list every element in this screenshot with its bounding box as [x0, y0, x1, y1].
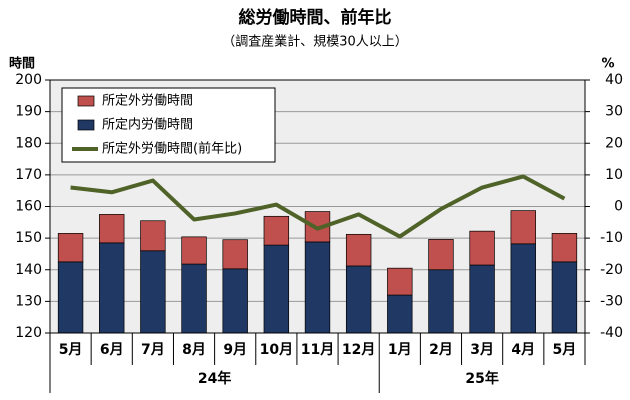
- bar-segment: [345, 233, 372, 267]
- x-tick-label: 9月: [223, 342, 247, 358]
- bar-segment: [140, 220, 166, 252]
- bar-segment: [469, 264, 495, 334]
- bar-segment: [263, 244, 290, 334]
- y2-tick-label: 20: [605, 135, 623, 151]
- bar-segment: [222, 239, 248, 270]
- bar-segment: [181, 263, 207, 334]
- plot-frame: [49, 79, 586, 334]
- y-tick-label: 170: [15, 167, 42, 183]
- y-tick-label: 180: [15, 135, 42, 151]
- bar-segment: [57, 233, 84, 263]
- y-tick-label: 150: [15, 230, 42, 246]
- x-group-label: 25年: [465, 370, 498, 387]
- bar-segment: [551, 261, 578, 334]
- y2-axis-label: %: [601, 57, 614, 72]
- y2-tick-label: -10: [600, 230, 623, 246]
- bar-segment: [387, 267, 413, 296]
- y2-tick-label: 0: [614, 199, 623, 215]
- x-tick-label: 5月: [59, 342, 83, 358]
- bar-segment: [387, 294, 413, 334]
- bar-segment: [99, 242, 125, 334]
- x-tick-label: 8月: [182, 342, 206, 358]
- y2-tick-label: -40: [600, 325, 623, 341]
- y-tick-label: 160: [15, 199, 42, 215]
- legend-label: 所定内労働時間: [102, 117, 193, 133]
- y2-tick-label: 30: [605, 104, 623, 120]
- y-tick-label: 190: [15, 104, 42, 120]
- bar-segment: [428, 269, 454, 334]
- bar-segment: [99, 214, 125, 244]
- y-tick-label: 130: [15, 293, 42, 309]
- y-tick-label: 200: [15, 72, 42, 88]
- x-tick-label: 10月: [260, 342, 293, 358]
- y-tick-label: 120: [15, 325, 42, 341]
- y2-tick-label: 10: [605, 167, 623, 183]
- bar-segment: [222, 268, 248, 334]
- chart-subtitle: （調査産業計、規模30人以上）: [222, 34, 408, 50]
- x-tick-label: 3月: [470, 342, 494, 358]
- x-tick-label: 5月: [553, 342, 577, 358]
- y2-tick-label: -20: [600, 262, 623, 278]
- bar-segment: [304, 241, 331, 334]
- x-tick-label: 7月: [141, 342, 165, 358]
- x-tick-label: 2月: [429, 342, 453, 358]
- y-tick-label: 140: [15, 262, 42, 278]
- legend-swatch: [77, 95, 95, 107]
- bar-segment: [181, 236, 207, 265]
- legend-label: 所定外労働時間(前年比): [102, 141, 242, 157]
- x-tick-label: 1月: [388, 342, 412, 358]
- bar-segment: [263, 215, 290, 246]
- bar-segment: [428, 239, 454, 271]
- x-group-label: 24年: [198, 370, 231, 387]
- chart-title: 総労働時間、前年比: [239, 7, 392, 28]
- x-tick-label: 11月: [301, 342, 334, 358]
- bar-segment: [469, 230, 495, 266]
- y2-tick-label: 40: [605, 72, 623, 88]
- bar-segment: [551, 233, 578, 263]
- y-axis-label: 時間: [9, 56, 35, 72]
- x-tick-label: 12月: [342, 342, 375, 358]
- bar-segment: [510, 243, 536, 334]
- bar-segment: [345, 265, 372, 334]
- legend-label: 所定外労働時間: [102, 94, 193, 109]
- legend-swatch: [77, 119, 95, 131]
- y2-tick-label: -30: [600, 293, 623, 309]
- x-tick-label: 4月: [511, 342, 535, 358]
- bar-segment: [510, 210, 536, 245]
- line-series: [70, 174, 566, 239]
- x-tick-label: 6月: [100, 342, 124, 358]
- bar-segment: [140, 250, 166, 334]
- bar-segment: [57, 261, 84, 334]
